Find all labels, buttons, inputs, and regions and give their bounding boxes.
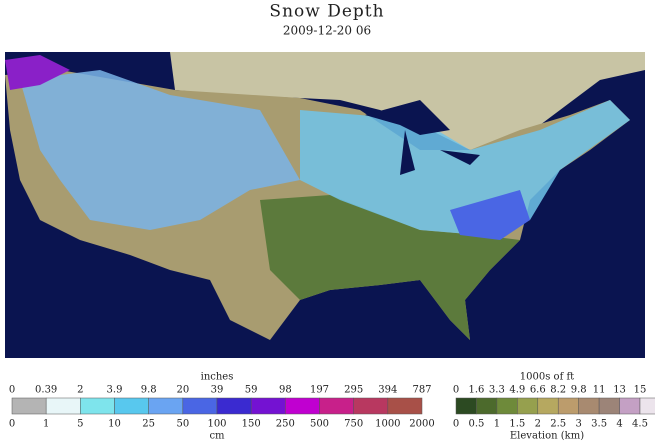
- elevation-unit-bottom: Elevation (km): [510, 431, 584, 442]
- snow-legend-label-top: 787: [412, 385, 431, 396]
- elevation-legend-label-top: 15: [634, 385, 647, 396]
- snow-legend-label-bottom: 1: [43, 419, 49, 430]
- canada: [5, 52, 645, 150]
- elevation-legend-label-bottom: 3: [575, 419, 581, 430]
- elevation-legend-swatch: [517, 397, 539, 415]
- snow-legend-swatch: [182, 397, 218, 415]
- snow-legend-label-top: 295: [344, 385, 363, 396]
- snow-legend-label-top: 3.9: [107, 385, 123, 396]
- elevation-legend-label-bottom: 4.5: [632, 419, 648, 430]
- snow-legend-label-bottom: 750: [344, 419, 363, 430]
- snow-legend-label-bottom: 0: [9, 419, 15, 430]
- elevation-legend-label-bottom: 4: [616, 419, 622, 430]
- elevation-legend-label-top: 13: [613, 385, 626, 396]
- elevation-legend-label-top: 0: [453, 385, 459, 396]
- snow-legend-label-top: 39: [211, 385, 224, 396]
- snow-legend-label-top: 9.8: [141, 385, 157, 396]
- snow-legend-label-bottom: 25: [142, 419, 155, 430]
- elevation-legend-label-top: 6.6: [530, 385, 546, 396]
- lowlands: [260, 195, 520, 340]
- elevation-legend-label-bottom: 2: [535, 419, 541, 430]
- snow-legend-swatch: [387, 397, 423, 415]
- elevation-legend-swatch: [578, 397, 600, 415]
- elevation-legend-label-top: 9.8: [571, 385, 587, 396]
- snow-east: [300, 100, 630, 235]
- elevation-legend-label-top: 4.9: [509, 385, 525, 396]
- elevation-unit-top: 1000s of ft: [520, 372, 574, 383]
- snow-unit-bottom: cm: [209, 431, 225, 442]
- elevation-legend-label-top: 11: [593, 385, 606, 396]
- snow-legend-label-top: 98: [279, 385, 292, 396]
- elevation-legend-label-bottom: 2.5: [550, 419, 566, 430]
- snow-legend-label-top: 394: [378, 385, 397, 396]
- snow-deep: [450, 190, 530, 240]
- date: 2009-12-20 06: [283, 24, 371, 38]
- snow-alpine: [5, 55, 70, 90]
- elevation-legend-swatch: [476, 397, 498, 415]
- elevation-legend-label-top: 3.3: [489, 385, 505, 396]
- elevation-legend-label-bottom: 0: [453, 419, 459, 430]
- snow-legend-label-top: 197: [310, 385, 329, 396]
- snow-legend-swatch: [285, 397, 320, 415]
- snow-legend-label-top: 0.39: [35, 385, 57, 396]
- snow-legend-label-top: 2: [77, 385, 83, 396]
- snow-legend-swatch: [45, 397, 81, 415]
- title: Snow Depth: [269, 2, 384, 22]
- snow-legend-swatch: [353, 397, 389, 415]
- snow-legend-label-bottom: 100: [207, 419, 226, 430]
- elevation-legend-swatch: [557, 397, 579, 415]
- legends: inches cm 1000s of ft Elevation (km): [201, 372, 585, 442]
- snow-legend-label-bottom: 2000: [409, 419, 434, 430]
- great-lakes: [365, 100, 480, 175]
- snow-legend-swatch: [216, 397, 252, 415]
- elevation-legend-swatch: [598, 397, 620, 415]
- elevation-legend-swatch: [537, 397, 559, 415]
- snow-legend-swatch: [148, 397, 184, 415]
- elevation-legend-swatch: [619, 397, 641, 415]
- elevation-legend-swatch: [455, 397, 477, 415]
- snow-legend-label-top: 0: [9, 385, 15, 396]
- elevation-legend-label-bottom: 1.5: [509, 419, 525, 430]
- snow-legend-swatch: [80, 397, 115, 415]
- snow-legend-label-bottom: 10: [108, 419, 121, 430]
- snow-legend-label-bottom: 500: [310, 419, 329, 430]
- snow-legend-swatch: [11, 397, 47, 415]
- snow-legend-swatch: [250, 397, 286, 415]
- elevation-legend-swatch: [639, 397, 655, 415]
- elevation-legend-label-bottom: 0.5: [468, 419, 484, 430]
- elevation-legend-label-top: 8.2: [550, 385, 566, 396]
- snow-legend-label-top: 20: [176, 385, 189, 396]
- snow-legend-swatch: [319, 397, 354, 415]
- snow-unit-top: inches: [201, 372, 234, 383]
- snow-legend-label-bottom: 5: [77, 419, 83, 430]
- snow-legend-label-bottom: 250: [276, 419, 295, 430]
- snow-legend-label-bottom: 50: [176, 419, 189, 430]
- elevation-legend-swatch: [496, 397, 518, 415]
- snow-legend-swatch: [114, 397, 149, 415]
- elevation-legend-label-bottom: 1: [494, 419, 500, 430]
- snow-legend-label-top: 59: [245, 385, 258, 396]
- elevation-legend-label-top: 1.6: [468, 385, 484, 396]
- snow-west: [20, 70, 300, 230]
- elevation-legend-label-bottom: 3.5: [591, 419, 607, 430]
- snow-legend-label-bottom: 1000: [375, 419, 400, 430]
- snow-legend-label-bottom: 150: [242, 419, 261, 430]
- map: [5, 52, 645, 358]
